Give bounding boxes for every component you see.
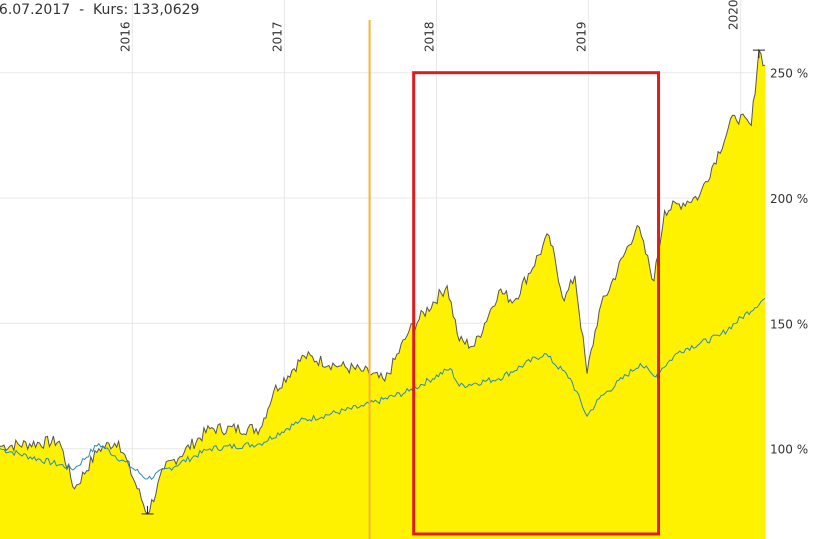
x-tick-label: 2017 (270, 21, 284, 52)
x-tick-label: 2018 (422, 21, 436, 52)
y-tick-label: 200 % (770, 192, 808, 206)
x-tick-label: 2020 (727, 0, 741, 30)
x-tick-label: 2016 (118, 21, 132, 52)
fund-line (0, 48, 766, 515)
x-tick-label: 2019 (575, 21, 589, 52)
highlight-box (412, 71, 661, 536)
y-tick-label: 100 % (770, 443, 808, 457)
y-tick-label: 150 % (770, 317, 808, 331)
readout-date: 26.07.2017 (0, 2, 71, 18)
y-tick-label: 250 % (770, 67, 808, 81)
readout-price: 133,0629 (132, 2, 200, 18)
benchmark-line (0, 297, 766, 480)
readout-separator: - (70, 2, 94, 18)
readout-label: Kurs: (93, 2, 129, 18)
fund-area (0, 50, 765, 539)
price-readout: 26.07.2017 - Kurs: 133,0629 (0, 2, 199, 18)
